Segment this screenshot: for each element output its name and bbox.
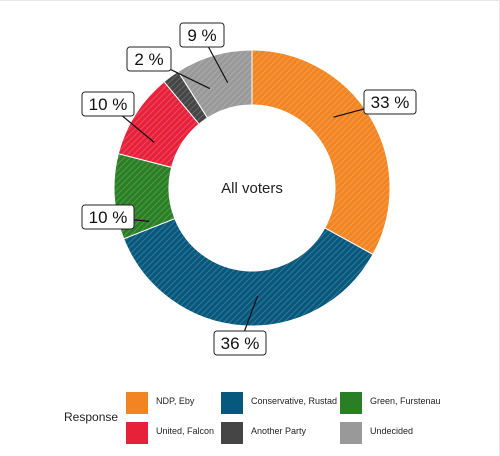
legend-label-conservative-rustad: Conservative, Rustad <box>251 396 338 406</box>
data-label-united-falcon: 10 % <box>89 95 128 114</box>
legend-swatch-conservative-rustad <box>221 392 243 414</box>
legend: Response NDP, Eby Conservative, Rustad Gre… <box>0 388 500 448</box>
legend-swatch-undecided <box>340 422 362 444</box>
donut-chart: All voters 33 % 36 % 10 % 10 % 2 % 9 % <box>81 22 417 356</box>
slice-hatch-ndp-eby <box>252 50 391 255</box>
legend-swatch-green-furstenau <box>340 392 362 414</box>
legend-swatch-ndp-eby <box>126 392 148 414</box>
center-label: All voters <box>221 180 283 197</box>
legend-title: Response <box>64 410 119 424</box>
legend-label-ndp-eby: NDP, Eby <box>156 396 195 406</box>
leader-line-another-party <box>170 69 211 90</box>
leader-line-undecided <box>207 46 229 84</box>
leader-line-green-furstenau <box>133 219 150 222</box>
slice-hatch-conservative-rustad <box>123 218 373 327</box>
legend-label-united-falcon: United, Falcon <box>156 426 215 436</box>
data-label-box-united-falcon <box>81 91 135 117</box>
data-label-green-furstenau: 10 % <box>89 208 128 227</box>
data-label-box-conservative-rustad <box>213 330 267 356</box>
legend-swatch-united-falcon <box>126 422 148 444</box>
data-label-ndp-eby: 33 % <box>371 93 410 112</box>
slice-hatch-united-falcon <box>118 81 200 168</box>
data-label-undecided: 9 % <box>187 26 216 45</box>
data-label-box-ndp-eby <box>363 89 417 115</box>
data-label-conservative-rustad: 36 % <box>221 334 260 353</box>
labels-layer: 33 % 36 % 10 % 10 % 2 % 9 % <box>81 22 417 356</box>
slice-hatch-undecided <box>178 50 252 118</box>
legend-swatch-another-party <box>221 422 243 444</box>
data-label-box-green-furstenau <box>81 204 135 230</box>
slice-hatch-another-party <box>164 71 208 125</box>
leader-line-conservative-rustad <box>243 295 259 332</box>
legend-label-green-furstenau: Green, Furstenau <box>370 396 441 406</box>
leader-line-ndp-eby <box>333 108 365 118</box>
leader-line-united-falcon <box>122 115 155 143</box>
legend-label-undecided: Undecided <box>370 426 414 436</box>
legend-label-another-party: Another Party <box>251 426 307 436</box>
data-label-another-party: 2 % <box>134 50 163 69</box>
hatch-layer <box>114 50 391 327</box>
data-label-box-undecided <box>179 22 225 48</box>
data-label-box-another-party <box>126 46 172 72</box>
